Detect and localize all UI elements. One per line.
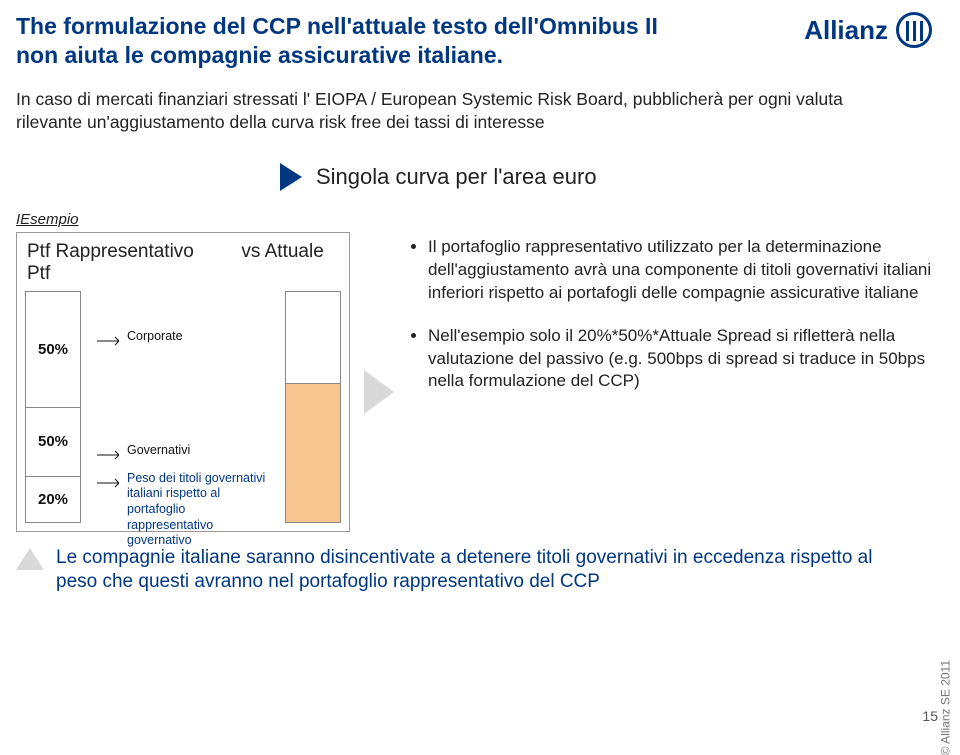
right-bar-col	[285, 291, 341, 523]
brand-logo-icon	[896, 12, 932, 48]
legend-peso: Peso dei titoli governativi italiani ris…	[127, 471, 269, 549]
brand-logo: Allianz	[804, 12, 932, 48]
page-title: The formulazione del CCP nell'attuale te…	[16, 12, 666, 70]
left-bar-seg-2: 20%	[26, 476, 80, 522]
copyright-text: © Allianz SE 2011	[938, 660, 952, 755]
right-bar	[285, 291, 341, 523]
bullet-list: Il portafoglio rappresentativo utilizzat…	[408, 232, 942, 532]
legend-corporate: Corporate	[127, 329, 183, 345]
connector-icon	[97, 335, 119, 347]
left-bar-col: 50% 50% 20%	[25, 291, 81, 523]
example-panel: Ptf Rappresentativo vs Attuale Ptf 50% 5…	[16, 232, 350, 532]
left-bar-seg-1: 50%	[26, 407, 80, 476]
right-bar-seg-0	[286, 292, 340, 384]
panel-title-left: Ptf Rappresentativo	[27, 241, 194, 262]
triangle-up-icon	[16, 548, 44, 570]
left-bar-seg-0: 50%	[26, 292, 80, 407]
callout-text: Singola curva per l'area euro	[316, 164, 597, 190]
connector-icon	[97, 449, 119, 461]
triangle-right-icon	[280, 163, 302, 191]
example-label: IEsempio	[0, 211, 960, 228]
legend-col: Corporate Governativi Peso dei titoli go…	[97, 291, 269, 523]
bullet-item: Il portafoglio rappresentativo utilizzat…	[428, 236, 942, 305]
mid-arrow-icon	[364, 370, 394, 414]
callout-row: Singola curva per l'area euro	[280, 163, 960, 191]
bullet-item: Nell'esempio solo il 20%*50%*Attuale Spr…	[428, 325, 942, 394]
conclusion-text: Le compagnie italiane saranno disincenti…	[56, 546, 886, 595]
left-bar: 50% 50% 20%	[25, 291, 81, 523]
intro-paragraph: In caso di mercati finanziari stressati …	[0, 70, 900, 135]
right-bar-seg-1	[286, 384, 340, 522]
page-number: 15	[922, 708, 938, 724]
legend-governativi: Governativi	[127, 443, 190, 459]
brand-name: Allianz	[804, 15, 888, 46]
connector-icon	[97, 477, 119, 489]
